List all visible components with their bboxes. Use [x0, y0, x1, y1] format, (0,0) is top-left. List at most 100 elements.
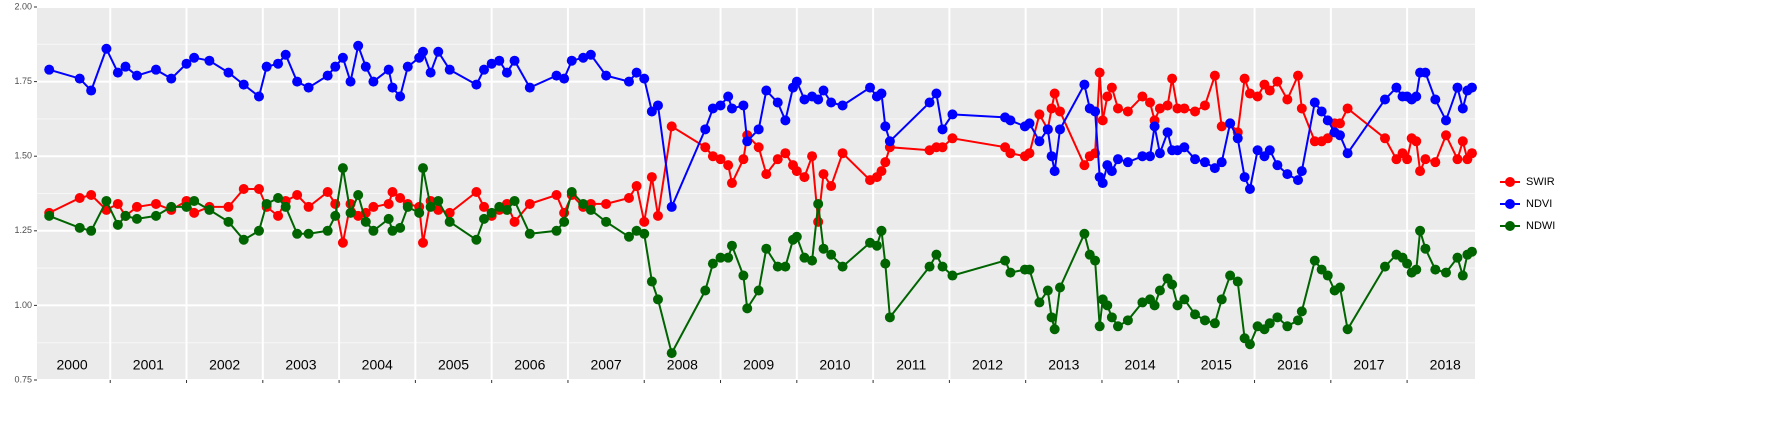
- data-point: [799, 252, 810, 263]
- data-point: [837, 261, 848, 272]
- data-point: [1239, 172, 1250, 183]
- data-point: [1282, 94, 1293, 105]
- data-point: [360, 61, 371, 72]
- data-point: [837, 100, 848, 111]
- data-point: [1379, 133, 1390, 144]
- data-point: [1049, 166, 1060, 177]
- data-point: [44, 210, 55, 221]
- data-point: [631, 67, 642, 78]
- data-point: [652, 294, 663, 305]
- data-point: [1391, 154, 1402, 165]
- data-point: [1112, 154, 1123, 165]
- data-point: [742, 136, 753, 147]
- x-tick-label: 2003: [285, 357, 316, 373]
- data-point: [471, 79, 482, 90]
- data-point: [880, 258, 891, 269]
- series: [44, 40, 1477, 212]
- data-point: [666, 121, 677, 132]
- data-point: [74, 222, 85, 233]
- data-point: [509, 195, 520, 206]
- data-point: [479, 213, 490, 224]
- data-point: [345, 76, 356, 87]
- x-tick-label: 2015: [1201, 357, 1232, 373]
- data-point: [189, 195, 200, 206]
- data-point: [1415, 166, 1426, 177]
- data-point: [666, 201, 677, 212]
- data-point: [1112, 103, 1123, 114]
- data-point: [471, 187, 482, 198]
- data-point: [738, 270, 749, 281]
- data-point: [1046, 312, 1057, 323]
- data-point: [1179, 103, 1190, 114]
- data-point: [273, 58, 284, 69]
- data-point: [353, 40, 364, 51]
- data-point: [1000, 255, 1011, 266]
- data-point: [1167, 73, 1178, 84]
- data-point: [818, 243, 829, 254]
- data-point: [791, 166, 802, 177]
- data-point: [707, 103, 718, 114]
- data-point: [826, 97, 837, 108]
- data-point: [1024, 118, 1035, 129]
- data-point: [1097, 178, 1108, 189]
- data-point: [86, 189, 97, 200]
- data-point: [418, 46, 429, 57]
- data-point: [292, 76, 303, 87]
- data-point: [1179, 142, 1190, 153]
- data-point: [44, 64, 55, 75]
- data-point: [646, 106, 657, 117]
- data-point: [1209, 70, 1220, 81]
- data-point: [1034, 109, 1045, 120]
- data-point: [1216, 121, 1227, 132]
- data-point: [395, 192, 406, 203]
- data-point: [303, 82, 314, 93]
- data-point: [1090, 255, 1101, 266]
- legend-marker: [1505, 177, 1515, 187]
- data-point: [261, 61, 272, 72]
- data-point: [753, 142, 764, 153]
- data-point: [74, 192, 85, 203]
- data-point: [1391, 82, 1402, 93]
- data-point: [223, 67, 234, 78]
- data-point: [1225, 270, 1236, 281]
- data-point: [1216, 157, 1227, 168]
- data-point: [189, 52, 200, 63]
- data-point: [151, 198, 162, 209]
- data-point: [1046, 151, 1057, 162]
- data-point: [1457, 270, 1468, 281]
- data-point: [1411, 264, 1422, 275]
- data-point: [120, 210, 131, 221]
- data-point: [166, 73, 177, 84]
- data-point: [131, 70, 142, 81]
- data-point: [1209, 318, 1220, 329]
- data-point: [1296, 306, 1307, 317]
- data-point: [1316, 264, 1327, 275]
- data-point: [486, 207, 497, 218]
- data-point: [1322, 133, 1333, 144]
- y-tick-label: 2.00: [14, 1, 32, 11]
- data-point: [337, 163, 348, 174]
- data-point: [1049, 324, 1060, 335]
- y-tick-label: 1.25: [14, 225, 32, 235]
- data-point: [524, 198, 535, 209]
- data-point: [1282, 169, 1293, 180]
- data-point: [414, 207, 425, 218]
- y-tick-label: 0.75: [14, 374, 32, 384]
- x-tick-label: 2018: [1430, 357, 1461, 373]
- data-point: [924, 261, 935, 272]
- data-point: [1112, 321, 1123, 332]
- data-point: [387, 225, 398, 236]
- data-point: [501, 204, 512, 215]
- data-point: [1293, 70, 1304, 81]
- data-point: [1239, 73, 1250, 84]
- data-point: [1094, 67, 1105, 78]
- x-tick-label: 2007: [591, 357, 622, 373]
- data-point: [1402, 258, 1413, 269]
- y-tick-label: 1.00: [14, 300, 32, 310]
- data-point: [761, 85, 772, 96]
- data-point: [1137, 91, 1148, 102]
- data-point: [1172, 103, 1183, 114]
- data-point: [799, 172, 810, 183]
- data-point: [791, 231, 802, 242]
- data-point: [559, 73, 570, 84]
